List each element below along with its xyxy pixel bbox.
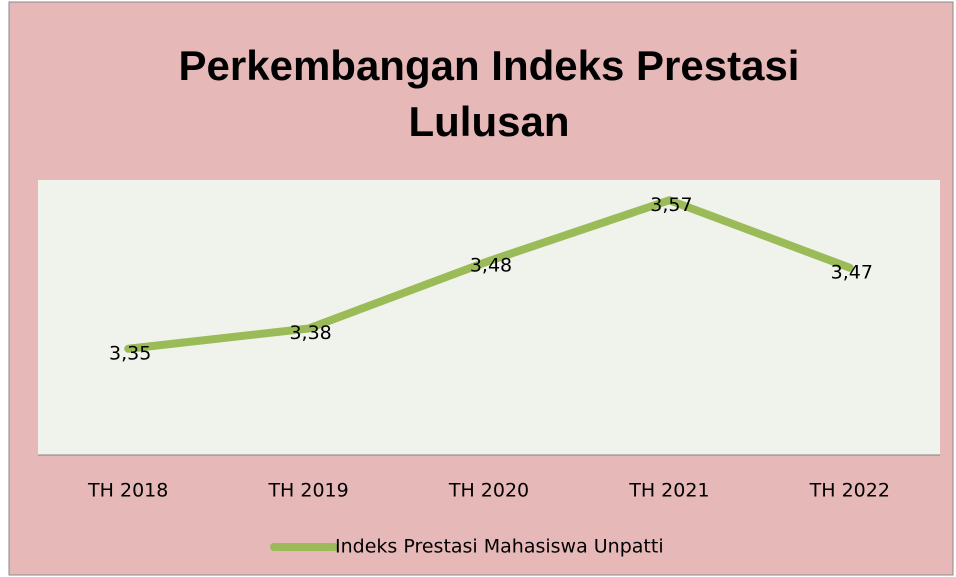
data-label: 3,48 bbox=[470, 255, 512, 277]
x-tick-label: TH 2021 bbox=[628, 480, 709, 502]
x-tick-label: TH 2019 bbox=[267, 480, 348, 502]
x-tick-label: TH 2020 bbox=[448, 480, 529, 502]
data-label: 3,47 bbox=[831, 261, 873, 283]
plot-area bbox=[38, 180, 940, 455]
data-line bbox=[124, 196, 854, 353]
chart-title: Perkembangan Indeks Prestasi Lulusan bbox=[178, 42, 800, 145]
data-label: 3,38 bbox=[289, 322, 331, 344]
x-tick-label: TH 2018 bbox=[87, 480, 168, 502]
x-tick-label: TH 2022 bbox=[809, 480, 890, 502]
data-label: 3,35 bbox=[109, 342, 151, 364]
legend-label: Indeks Prestasi Mahasiswa Unpatti bbox=[335, 536, 664, 558]
data-label: 3,57 bbox=[650, 194, 692, 216]
